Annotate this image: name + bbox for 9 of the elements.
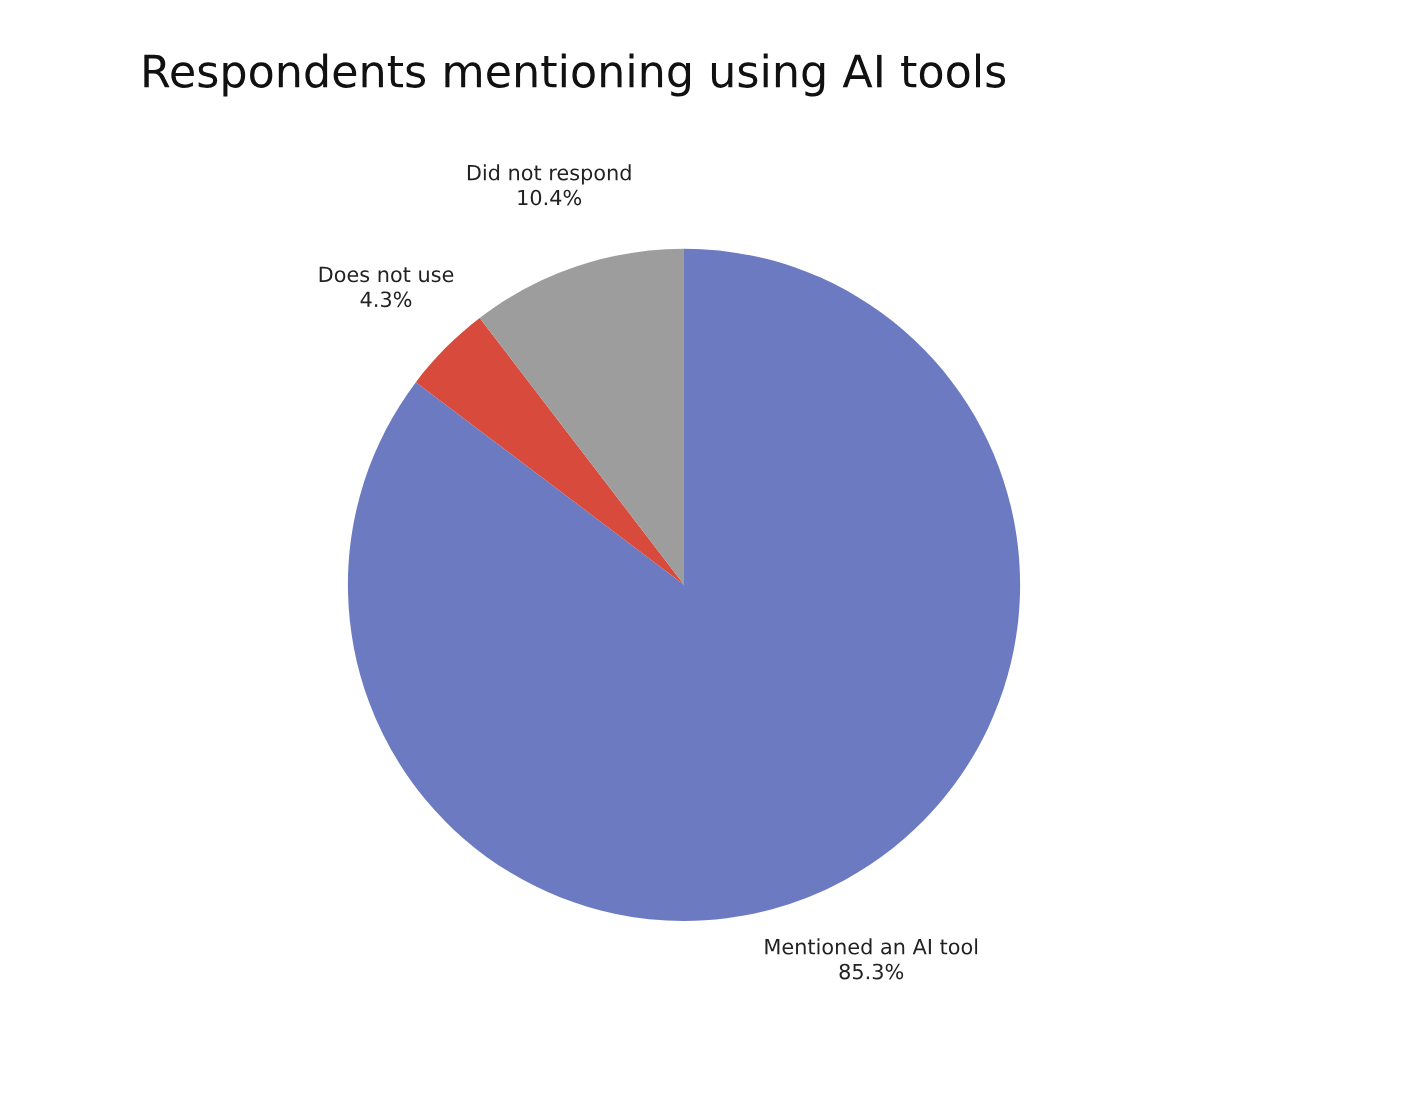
chart-title: Respondents mentioning using AI tools (144, 53, 1006, 97)
slice-label: Mentioned an AI tool (765, 938, 978, 955)
slice-label: Does not use (319, 266, 454, 283)
pie-slice (415, 317, 685, 585)
pie-slice (479, 248, 685, 585)
data-label: 85.3% (839, 963, 904, 980)
slice-label: Did not respond (467, 164, 631, 185)
data-label: 10.4% (518, 189, 582, 206)
data-label: 4.3% (360, 291, 412, 308)
